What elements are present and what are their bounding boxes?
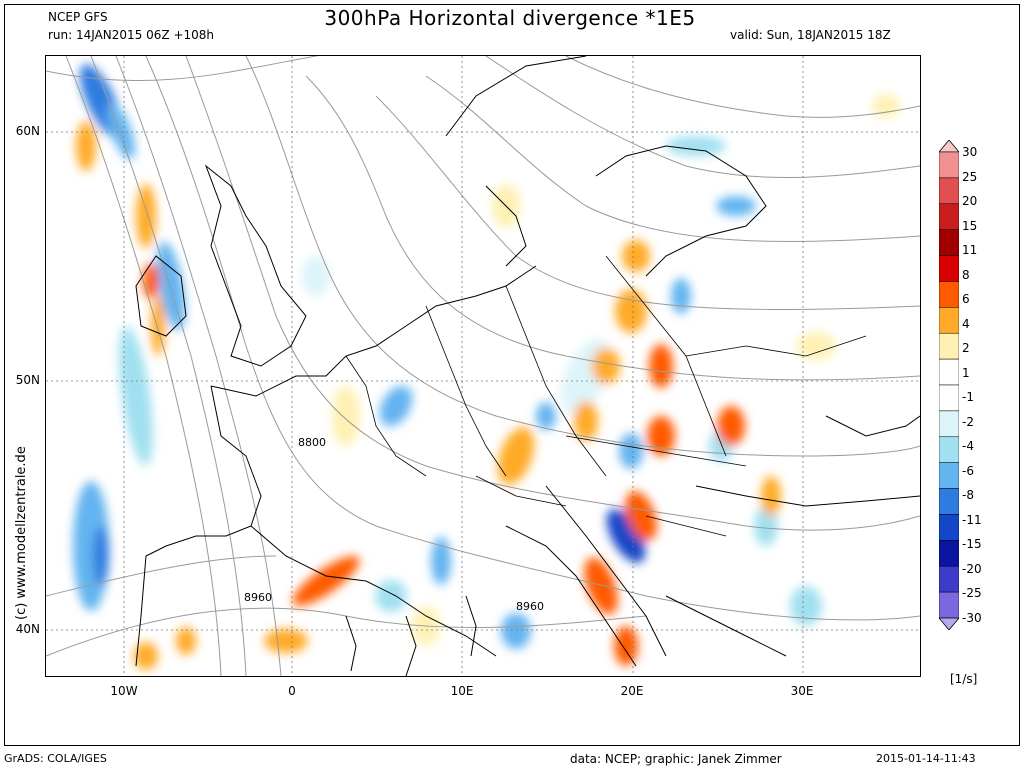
colorbar-level-label: 20 — [962, 194, 978, 209]
colorbar-level-label: 25 — [962, 169, 978, 184]
unit-label: [1/s] — [950, 672, 978, 686]
colorbar-swatch — [938, 488, 960, 515]
colorbar-level-label: -30 — [962, 611, 982, 625]
map-canvas — [46, 56, 920, 676]
colorbar-swatch — [938, 436, 960, 463]
colorbar — [938, 139, 960, 631]
colorbar-level-label: 11 — [962, 243, 978, 258]
lat-label: 50N — [15, 373, 40, 387]
colorbar-level-label: 6 — [962, 292, 970, 307]
lon-label: 10E — [450, 684, 474, 698]
plot-frame — [4, 4, 1020, 746]
colorbar-swatch — [938, 358, 960, 386]
colorbar-swatch — [938, 514, 960, 541]
colorbar-level-label: 2 — [962, 341, 970, 356]
lon-label: 30E — [790, 684, 814, 698]
watermark: (c) www.modellzentrale.de — [14, 446, 29, 620]
colorbar-swatch — [938, 462, 960, 489]
colorbar-level-label: -15 — [962, 537, 982, 552]
valid-time: valid: Sun, 18JAN2015 18Z — [730, 28, 891, 42]
lon-label: 0 — [288, 684, 296, 698]
colorbar-swatch — [938, 203, 960, 230]
divergence-field — [73, 64, 900, 670]
colorbar-swatch — [938, 332, 960, 360]
colorbar-swatch — [938, 540, 960, 567]
colorbar-level-label: -20 — [962, 561, 982, 576]
model-name: NCEP GFS — [48, 10, 108, 24]
colorbar-swatch — [938, 229, 960, 256]
colorbar-swatch — [938, 177, 960, 205]
colorbar-level-label: -1 — [962, 390, 974, 405]
contour-label: 8960 — [244, 591, 272, 604]
colorbar-level-label: 8 — [962, 267, 970, 282]
colorbar-swatch — [938, 255, 960, 282]
colorbar-level-label: -2 — [962, 414, 974, 429]
colorbar-swatch — [938, 591, 960, 619]
colorbar-swatch — [938, 281, 960, 308]
lat-label: 40N — [15, 622, 40, 636]
colorbar-level-label: 30 — [962, 145, 978, 159]
colorbar-level-label: -8 — [962, 488, 974, 503]
colorbar-swatches — [938, 139, 960, 631]
colorbar-bottom-arrow — [938, 617, 960, 631]
footer-credits: data: NCEP; graphic: Janek Zimmer — [570, 752, 782, 766]
lat-lon-grid — [46, 56, 920, 676]
colorbar-top-arrow — [938, 139, 960, 153]
colorbar-swatch — [938, 565, 960, 593]
colorbar-level-label: -6 — [962, 463, 974, 478]
colorbar-level-label: -11 — [962, 512, 982, 527]
colorbar-level-label: 15 — [962, 218, 978, 233]
divergence-map: 8800 8960 8960 — [45, 55, 921, 677]
footer-software: GrADS: COLA/IGES — [4, 752, 107, 765]
colorbar-swatch — [938, 410, 960, 438]
colorbar-level-label: 4 — [962, 316, 970, 331]
lon-label: 20E — [620, 684, 644, 698]
colorbar-swatch — [938, 151, 960, 179]
colorbar-level-label: 1 — [962, 365, 970, 380]
contour-label: 8960 — [516, 600, 544, 613]
colorbar-swatch — [938, 384, 960, 412]
map-title: 300hPa Horizontal divergence *1E5 — [324, 6, 696, 30]
footer-timestamp: 2015-01-14-11:43 — [876, 752, 976, 765]
lon-label: 10W — [110, 684, 138, 698]
colorbar-level-label: -25 — [962, 586, 982, 601]
contour-label: 8800 — [298, 436, 326, 449]
colorbar-swatch — [938, 307, 960, 334]
colorbar-level-label: -4 — [962, 439, 974, 454]
country-borders — [345, 255, 867, 537]
coastlines — [135, 56, 920, 676]
lat-label: 60N — [15, 124, 40, 138]
height-contours — [46, 56, 920, 676]
run-info: run: 14JAN2015 06Z +108h — [48, 28, 215, 42]
